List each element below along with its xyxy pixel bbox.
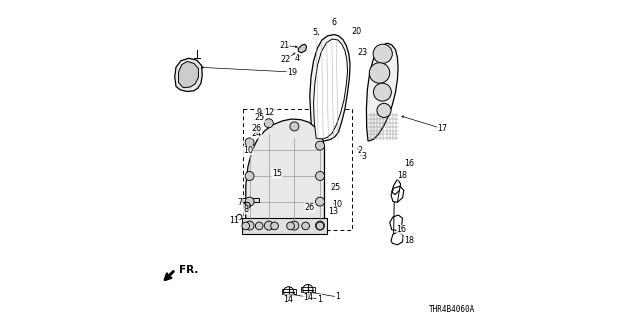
Text: 5: 5: [312, 28, 318, 37]
Circle shape: [302, 222, 310, 230]
Circle shape: [374, 83, 391, 101]
Circle shape: [373, 44, 392, 63]
Text: 20: 20: [352, 27, 362, 36]
Circle shape: [316, 172, 324, 180]
Text: 18: 18: [397, 171, 408, 180]
Bar: [282, 289, 296, 294]
Text: 2: 2: [358, 146, 363, 155]
Circle shape: [255, 222, 263, 230]
PathPatch shape: [246, 119, 324, 229]
Text: 16: 16: [404, 159, 415, 168]
Circle shape: [245, 172, 254, 180]
Text: 1: 1: [335, 292, 340, 301]
Text: 13: 13: [328, 207, 338, 216]
Bar: [242, 198, 259, 202]
PathPatch shape: [175, 58, 202, 92]
Circle shape: [316, 221, 324, 230]
PathPatch shape: [298, 44, 307, 53]
PathPatch shape: [310, 35, 350, 141]
Text: 26: 26: [252, 124, 262, 132]
Text: 12: 12: [264, 108, 274, 117]
PathPatch shape: [314, 39, 348, 139]
Circle shape: [271, 222, 278, 230]
Circle shape: [245, 221, 254, 230]
Text: 15: 15: [272, 169, 282, 178]
Text: 3: 3: [361, 152, 366, 161]
Text: 22: 22: [280, 55, 291, 64]
Text: 25: 25: [255, 113, 265, 122]
Text: FR.: FR.: [179, 265, 198, 275]
Text: 18: 18: [404, 236, 414, 245]
Text: THR4B4060A: THR4B4060A: [429, 305, 475, 314]
Text: 19: 19: [287, 68, 297, 76]
Circle shape: [242, 222, 250, 230]
Circle shape: [377, 103, 391, 117]
Circle shape: [369, 63, 390, 83]
Circle shape: [316, 197, 324, 206]
Text: 8: 8: [243, 205, 248, 214]
Circle shape: [316, 141, 324, 150]
Text: 4: 4: [295, 54, 300, 63]
PathPatch shape: [179, 61, 198, 88]
Text: 23: 23: [357, 48, 367, 57]
Circle shape: [316, 222, 324, 230]
Text: 24: 24: [252, 129, 262, 138]
Circle shape: [245, 138, 254, 147]
Circle shape: [290, 122, 299, 131]
Text: 9: 9: [257, 108, 262, 117]
Text: 21: 21: [279, 41, 289, 50]
Circle shape: [245, 197, 254, 206]
Text: 16: 16: [397, 225, 406, 234]
Text: 14: 14: [284, 295, 294, 304]
Text: 26: 26: [305, 203, 315, 212]
Circle shape: [290, 221, 299, 230]
Text: 7: 7: [237, 198, 243, 207]
Circle shape: [264, 221, 273, 230]
Bar: [301, 287, 315, 292]
Bar: [242, 218, 328, 234]
Text: 25: 25: [330, 183, 340, 192]
Circle shape: [264, 119, 273, 128]
Text: 14: 14: [303, 293, 313, 302]
Circle shape: [287, 222, 294, 230]
Text: 6: 6: [332, 18, 337, 27]
Text: 11: 11: [229, 216, 239, 225]
PathPatch shape: [366, 43, 398, 141]
Text: 17: 17: [437, 124, 447, 133]
Text: 1: 1: [317, 295, 322, 304]
Text: 10: 10: [333, 200, 342, 209]
Text: 10: 10: [243, 146, 253, 155]
